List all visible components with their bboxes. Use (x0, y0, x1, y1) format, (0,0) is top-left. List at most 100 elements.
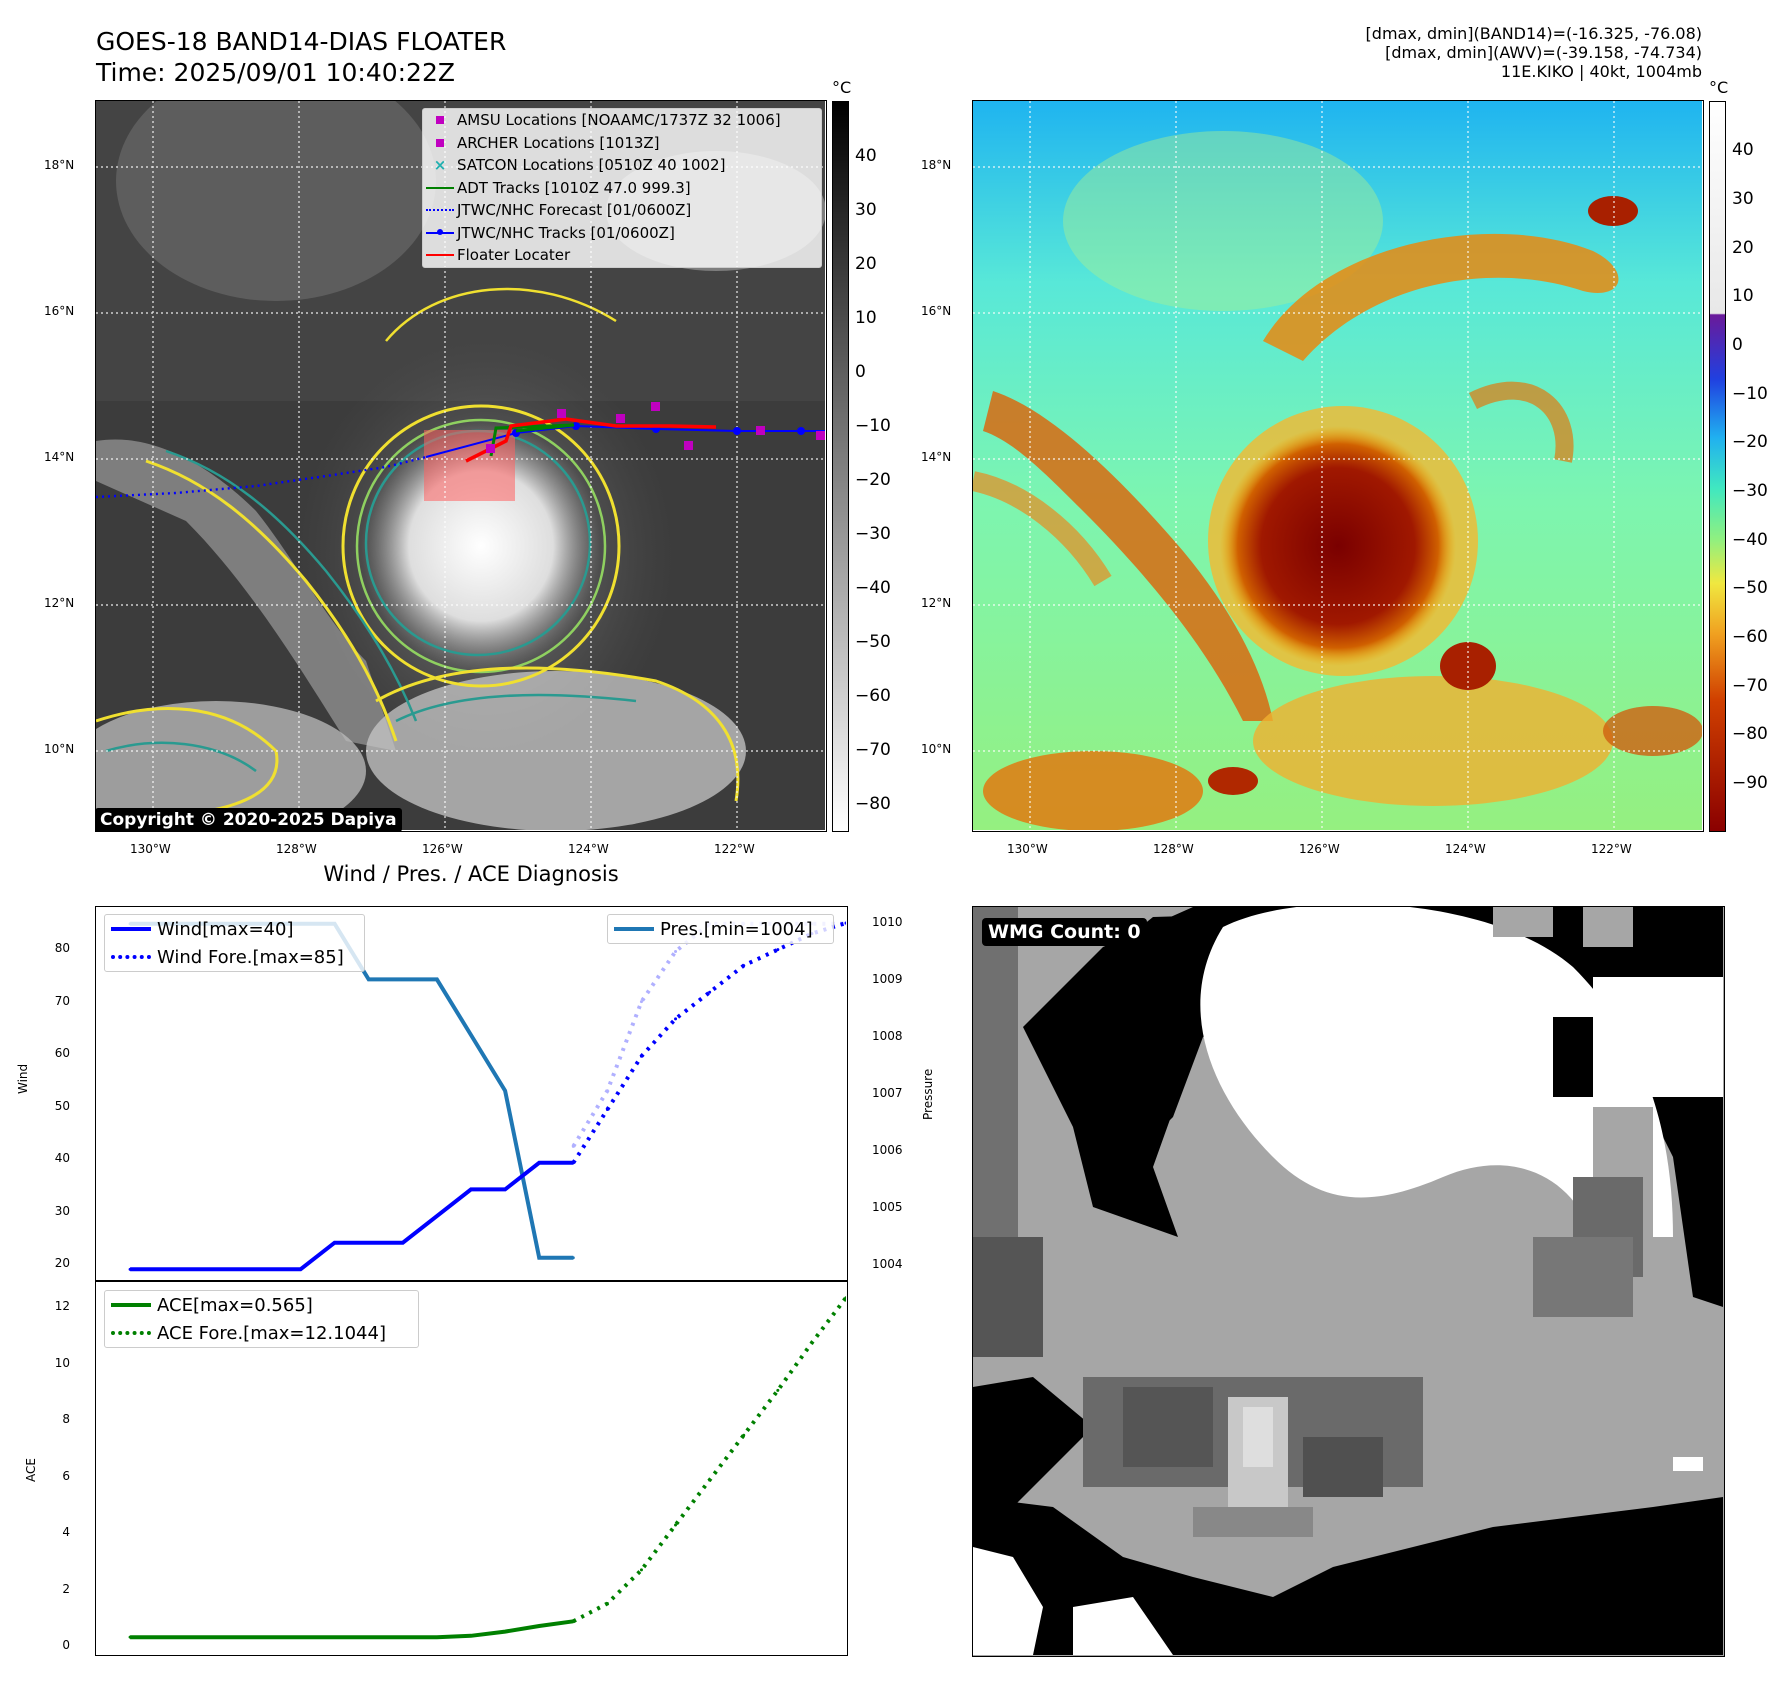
ace-plot[interactable] (95, 1280, 848, 1656)
ace-svg (128, 1296, 846, 1640)
pressure-data-point (435, 977, 439, 981)
left-colorbar-unit: °C (832, 78, 852, 97)
ace-data-point (469, 1634, 473, 1638)
right-colorbar (1709, 101, 1726, 832)
wind-series-line-1 (571, 921, 846, 1164)
band14-range: [dmax, dmin](BAND14)=(-16.325, -76.08) (1365, 24, 1702, 43)
square-marker-icon (436, 116, 444, 125)
pressure-data-point (571, 1256, 575, 1260)
wind-data-point (128, 1267, 132, 1271)
wind-data-point (844, 921, 846, 925)
lat-label-12n: 12°N (921, 596, 952, 610)
lon-label-124w: 124°W (568, 842, 609, 856)
ace-data-point (367, 1635, 371, 1639)
wind-data-point (162, 1267, 166, 1271)
legend-pressure: Pres.[min=1004] (608, 915, 833, 943)
lon-label-126w: 126°W (422, 842, 463, 856)
wind-data-point (639, 1054, 643, 1058)
wind-data-point (230, 1267, 234, 1271)
legend-tracks: JTWC/NHC Tracks [01/0600Z] (423, 222, 821, 245)
wind-data-point (469, 1187, 473, 1191)
pressure-data-point (367, 977, 371, 981)
ace-series-line-0 (130, 1619, 574, 1640)
pressure-data-point (571, 1144, 575, 1148)
copyright-badge: Copyright © 2020-2025 Dapiya (95, 808, 402, 832)
pressure-legend: Pres.[min=1004] (607, 914, 834, 944)
lon-label-124w: 124°W (1445, 842, 1486, 856)
title-line-2: Time: 2025/09/01 10:40:22Z (96, 58, 455, 87)
lon-label-122w: 122°W (1591, 842, 1632, 856)
adt-track (489, 423, 575, 457)
wmg-panel[interactable] (972, 906, 1725, 1657)
solid-line-icon (426, 186, 454, 189)
wind-series-line-0 (130, 1160, 574, 1272)
ace-data-point (128, 1635, 132, 1639)
x-marker-icon: × (433, 156, 447, 175)
pressure-data-point (674, 950, 678, 954)
wind-data-point (401, 1241, 405, 1245)
ace-data-point (810, 1341, 814, 1345)
pressure-axis-label: Pressure (921, 1068, 935, 1120)
pressure-series-line-1 (571, 921, 846, 1148)
lat-label-18n: 18°N (921, 158, 952, 172)
wind-data-point (503, 1187, 507, 1191)
wind-y-ticks: 80 70 60 50 40 30 20 (54, 941, 70, 1270)
ace-y-ticks: 12 10 8 6 4 2 0 (54, 1299, 70, 1652)
legend-ace: ACE[max=0.565] (105, 1291, 418, 1319)
lon-label-126w: 126°W (1299, 842, 1340, 856)
wind-data-point (367, 1241, 371, 1245)
legend-adt: ADT Tracks [1010Z 47.0 999.3] (423, 177, 821, 200)
wind-data-point (708, 990, 712, 994)
lat-label-16n: 16°N (921, 304, 952, 318)
ace-legend: ACE[max=0.565] ACE Fore.[max=12.1044] (104, 1290, 419, 1348)
wind-data-point (742, 964, 746, 968)
pressure-data-point (469, 1033, 473, 1037)
ace-axis-label: ACE (24, 1458, 38, 1482)
lat-label-18n: 18°N (44, 158, 75, 172)
left-colorbar-ticks: 40 30 20 10 0 −10 −20 −30 −40 −50 −60 −7… (855, 146, 891, 814)
wind-data-point (537, 1161, 541, 1165)
ace-data-point (333, 1635, 337, 1639)
right-colorbar-unit: °C (1709, 78, 1729, 97)
wind-legend: Wind[max=40] Wind Fore.[max=85] (104, 914, 365, 972)
lat-label-10n: 10°N (921, 742, 952, 756)
map-legend: AMSU Locations [NOAAMC/1737Z 32 1006] AR… (422, 108, 822, 268)
ace-data-point (776, 1388, 780, 1392)
wmg-count-badge: WMG Count: 0 (982, 918, 1147, 946)
solid-line-icon (111, 1303, 151, 1307)
legend-forecast: JTWC/NHC Forecast [01/0600Z] (423, 199, 821, 222)
ace-data-point (537, 1624, 541, 1628)
figure-title: GOES-18 BAND14-DIAS FLOATER Time: 2025/0… (96, 26, 506, 88)
legend-amsu: AMSU Locations [NOAAMC/1737Z 32 1006] (423, 109, 821, 132)
pressure-series-line-0 (130, 921, 574, 1260)
wind-data-point (264, 1267, 268, 1271)
solid-line-icon (111, 927, 151, 931)
left-colorbar (832, 101, 849, 832)
storm-summary: [dmax, dmin](BAND14)=(-16.325, -76.08) [… (1366, 24, 1702, 81)
ace-data-point (230, 1635, 234, 1639)
legend-archer: ARCHER Locations [1013Z] (423, 132, 821, 155)
wind-data-point (333, 1241, 337, 1245)
storm-info: 11E.KIKO | 40kt, 1004mb (1500, 62, 1702, 81)
band14-color-map[interactable] (972, 100, 1704, 832)
dotted-line-icon (111, 1331, 151, 1335)
forecast-track (96, 455, 427, 499)
wind-data-point (435, 1214, 439, 1218)
ace-data-point (639, 1568, 643, 1572)
lat-label-10n: 10°N (44, 742, 75, 756)
legend-satcon: × SATCON Locations [0510Z 40 1002] (423, 154, 821, 177)
right-colorbar-ticks: 40 30 20 10 0 −10 −20 −30 −40 −50 −60 −7… (1732, 140, 1768, 793)
floater-track (465, 417, 717, 463)
pressure-data-point (605, 1089, 609, 1093)
lat-label-12n: 12°N (44, 596, 75, 610)
ace-data-point (674, 1523, 678, 1527)
ace-data-point (571, 1619, 575, 1623)
lon-label-128w: 128°W (1153, 842, 1194, 856)
pressure-data-point (537, 1256, 541, 1260)
legend-wind: Wind[max=40] (105, 915, 364, 943)
pressure-y-ticks: 1010 1009 1008 1007 1006 1005 1004 (872, 915, 903, 1271)
wind-data-point (776, 948, 780, 952)
dotted-line-icon (426, 209, 454, 212)
awv-range: [dmax, dmin](AWV)=(-39.158, -74.734) (1385, 43, 1702, 62)
ace-data-point (742, 1433, 746, 1437)
